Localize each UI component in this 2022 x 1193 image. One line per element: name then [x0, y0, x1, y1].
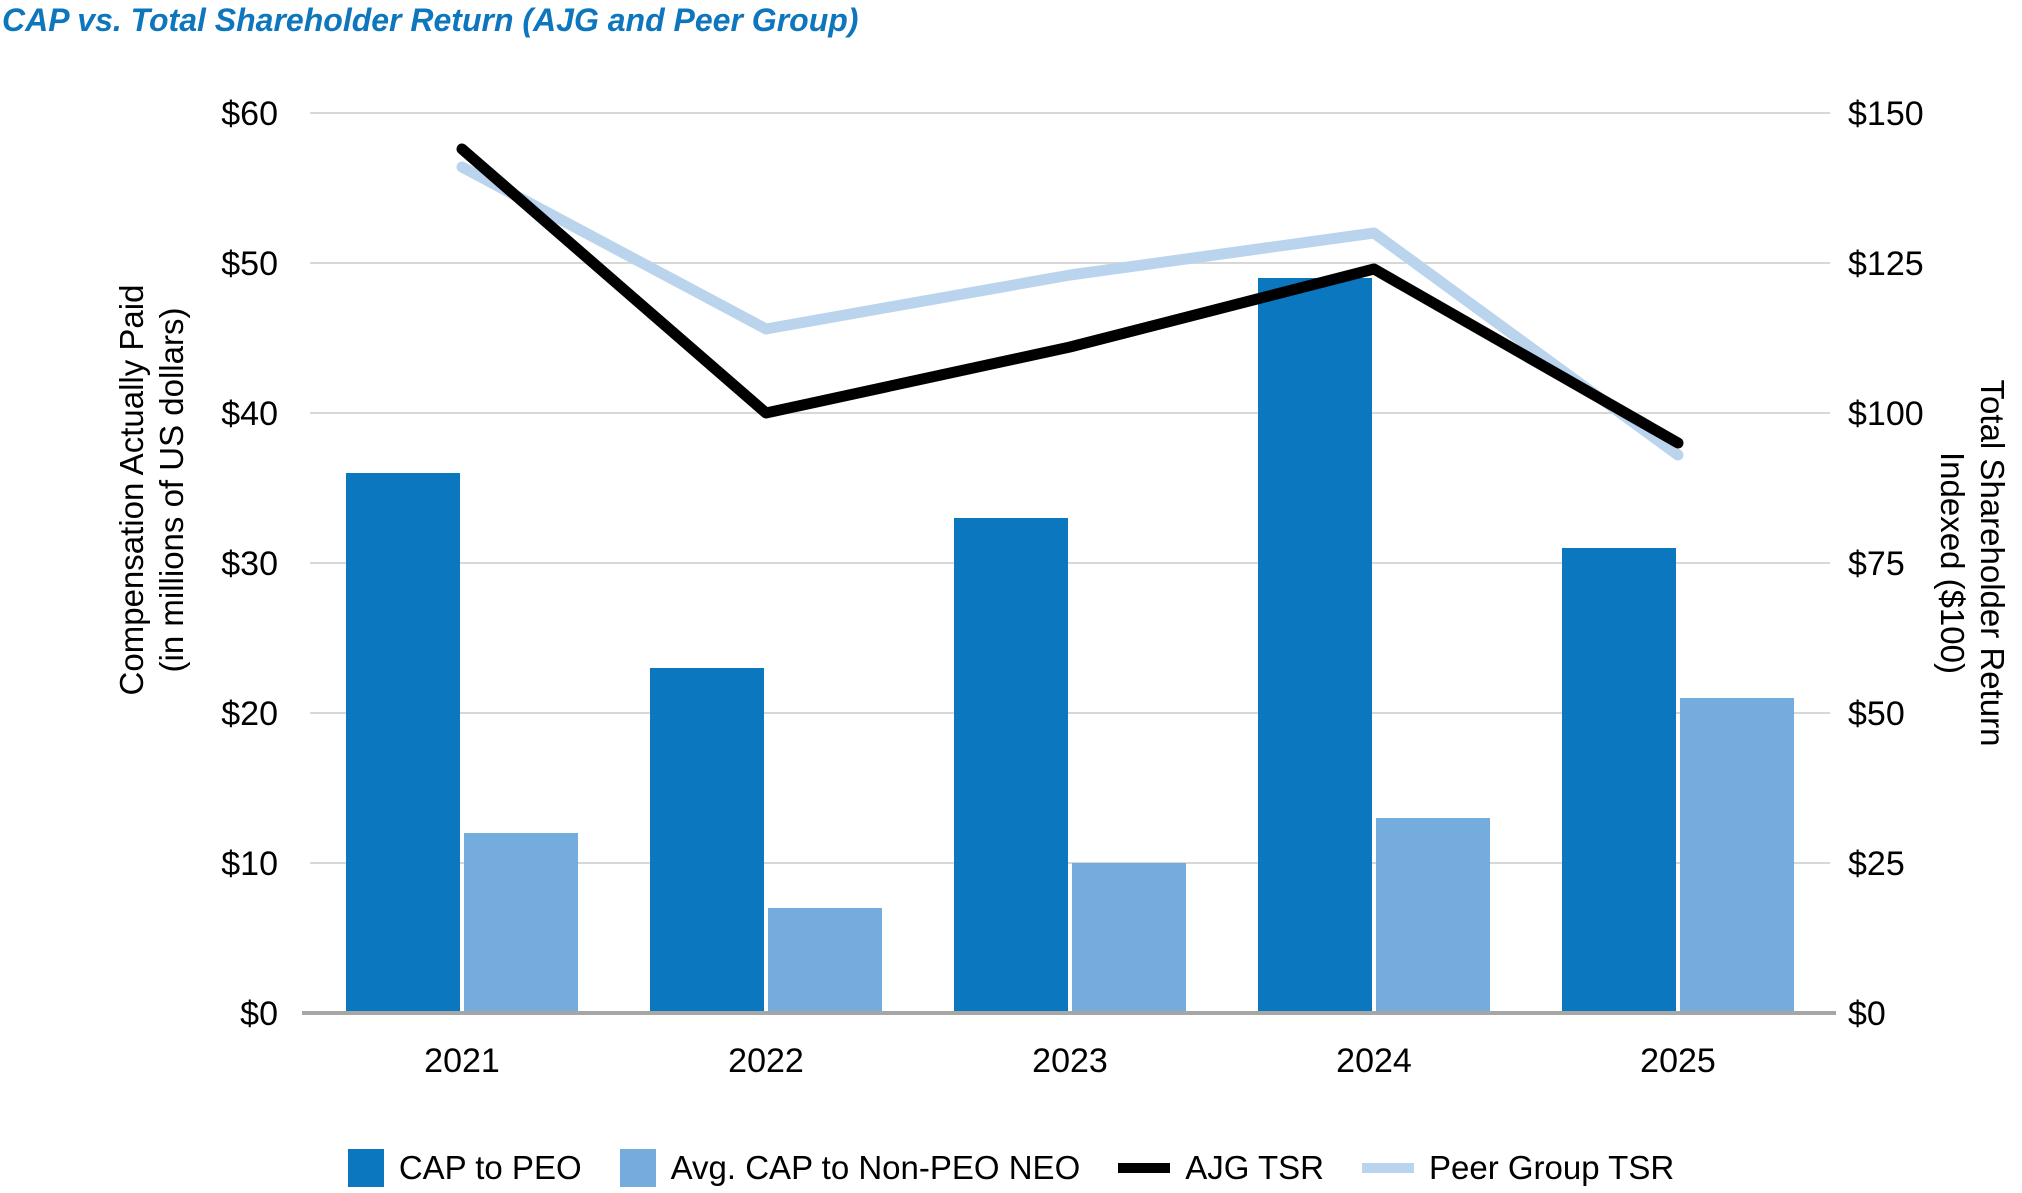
left-axis-tick: $40 [221, 395, 278, 433]
bar-avg-cap-to-non-peo-neo-2022 [768, 908, 882, 1013]
x-axis-label-2021: 2021 [424, 1042, 500, 1080]
x-axis-label-2025: 2025 [1640, 1042, 1716, 1080]
left-axis-tick: $30 [221, 545, 278, 583]
legend-item-ajg-tsr: AJG TSR [1118, 1149, 1324, 1187]
x-axis-label-2023: 2023 [1032, 1042, 1108, 1080]
right-axis-tick: $100 [1848, 395, 1924, 433]
x-axis-label-2024: 2024 [1336, 1042, 1412, 1080]
bar-cap-to-peo-2023 [954, 518, 1068, 1013]
left-axis-tick: $10 [221, 845, 278, 883]
legend-marker-ajg-tsr [1118, 1163, 1171, 1173]
right-axis-title-line1: Total Shareholder Return [1974, 379, 2011, 747]
bar-cap-to-peo-2021 [346, 473, 460, 1013]
bar-avg-cap-to-non-peo-neo-2021 [464, 833, 578, 1013]
legend-label-cap-to-peo: CAP to PEO [398, 1149, 582, 1186]
left-axis-title: Compensation Actually Paid (in millions … [112, 285, 192, 696]
left-axis-title-line1: Compensation Actually Paid [113, 284, 150, 696]
right-axis-tick: $150 [1848, 95, 1924, 133]
right-axis-tick: $0 [1848, 995, 1886, 1033]
line-ajg-tsr [456, 143, 1684, 449]
left-axis-tick: $50 [221, 245, 278, 283]
right-axis-title-line2: Indexed ($100) [1934, 451, 1971, 674]
right-axis-tick: $75 [1848, 545, 1905, 583]
legend-label-avg-cap-to-non-peo-neo: Avg. CAP to Non-PEO NEO [670, 1149, 1081, 1186]
right-axis-tick: $50 [1848, 695, 1905, 733]
bar-cap-to-peo-2024 [1258, 278, 1372, 1013]
right-axis-title: Total Shareholder Return Indexed ($100) [1932, 380, 2012, 747]
legend-marker-cap-to-peo [347, 1149, 384, 1187]
right-axis-tick: $125 [1848, 245, 1924, 283]
chart-title: CAP vs. Total Shareholder Return (AJG an… [2, 2, 859, 38]
legend-marker-peer-group-tsr [1362, 1163, 1415, 1173]
legend: CAP to PEO Avg. CAP to Non-PEO NEO AJG TSR… [0, 1146, 2022, 1190]
bar-avg-cap-to-non-peo-neo-2024 [1376, 818, 1490, 1013]
bar-cap-to-peo-2025 [1562, 548, 1676, 1013]
bar-avg-cap-to-non-peo-neo-2025 [1680, 698, 1794, 1013]
bar-avg-cap-to-non-peo-neo-2023 [1072, 863, 1186, 1013]
legend-item-avg-cap-to-non-peo-neo: Avg. CAP to Non-PEO NEO [619, 1149, 1081, 1187]
left-axis-tick: $20 [221, 695, 278, 733]
left-axis-tick: $60 [221, 95, 278, 133]
bar-cap-to-peo-2022 [650, 668, 764, 1013]
right-axis-tick: $25 [1848, 845, 1905, 883]
legend-marker-avg-cap-to-non-peo-neo [619, 1149, 656, 1187]
line-peer-group-tsr [456, 161, 1684, 461]
legend-item-cap-to-peo: CAP to PEO [347, 1149, 582, 1187]
left-axis-tick: $0 [240, 995, 278, 1033]
legend-label-ajg-tsr: AJG TSR [1185, 1149, 1325, 1186]
legend-label-peer-group-tsr: Peer Group TSR [1429, 1149, 1675, 1186]
legend-item-peer-group-tsr: Peer Group TSR [1362, 1149, 1674, 1187]
left-axis-title-line2: (in millions of US dollars) [153, 307, 190, 673]
x-axis-label-2022: 2022 [728, 1042, 804, 1080]
